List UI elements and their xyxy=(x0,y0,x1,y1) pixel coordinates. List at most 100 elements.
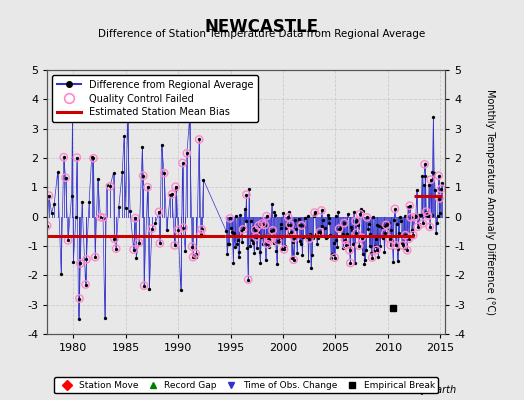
Point xyxy=(82,256,91,262)
Point xyxy=(174,227,182,233)
Point xyxy=(45,192,53,199)
Point xyxy=(73,154,81,161)
Point xyxy=(226,215,234,222)
Point xyxy=(399,242,407,248)
Point xyxy=(356,211,364,217)
Point xyxy=(419,220,427,227)
Point xyxy=(315,229,324,235)
Point xyxy=(252,234,260,240)
Point xyxy=(170,242,179,249)
Point xyxy=(148,226,156,232)
Point xyxy=(140,282,148,289)
Point xyxy=(425,224,434,230)
Text: Difference of Station Temperature Data from Regional Average: Difference of Station Temperature Data f… xyxy=(99,29,425,39)
Point xyxy=(96,214,105,220)
Point xyxy=(427,176,435,183)
Point xyxy=(422,208,431,215)
Point xyxy=(171,184,180,190)
Point xyxy=(305,236,313,242)
Point xyxy=(290,235,299,241)
Point xyxy=(155,209,163,215)
Point xyxy=(131,215,139,221)
Point xyxy=(99,214,107,221)
Point xyxy=(112,246,121,252)
Point xyxy=(263,213,271,220)
Point xyxy=(160,170,168,176)
Point xyxy=(110,236,118,242)
Point xyxy=(75,295,84,302)
Point xyxy=(268,227,277,234)
Point xyxy=(60,154,68,160)
Text: Berkeley Earth: Berkeley Earth xyxy=(384,385,456,395)
Point xyxy=(368,254,376,261)
Point xyxy=(434,172,443,179)
Legend: Station Move, Record Gap, Time of Obs. Change, Empirical Break: Station Move, Record Gap, Time of Obs. C… xyxy=(54,377,438,394)
Point xyxy=(264,236,272,242)
Point xyxy=(43,222,51,229)
Point xyxy=(363,214,371,220)
Point xyxy=(168,191,176,198)
Point xyxy=(352,230,361,236)
Point xyxy=(391,242,400,248)
Point xyxy=(284,214,292,220)
Point xyxy=(258,220,266,227)
Point xyxy=(251,227,259,233)
Point xyxy=(263,241,271,247)
Point xyxy=(191,250,200,257)
Point xyxy=(195,136,203,143)
Point xyxy=(386,242,395,248)
Point xyxy=(382,222,390,228)
Point xyxy=(335,226,343,232)
Point xyxy=(357,234,366,241)
Point xyxy=(437,186,445,192)
Point xyxy=(411,214,419,220)
Point xyxy=(286,222,294,228)
Point xyxy=(61,174,70,181)
Point xyxy=(413,224,422,230)
Point xyxy=(156,240,164,246)
Point xyxy=(373,247,381,253)
Point xyxy=(266,237,274,243)
Point xyxy=(178,160,187,166)
Point xyxy=(106,183,114,190)
Point xyxy=(341,237,350,243)
Point xyxy=(355,242,363,249)
Point xyxy=(64,237,72,244)
Point xyxy=(405,236,413,242)
Point xyxy=(409,232,418,238)
Point xyxy=(242,192,250,198)
Point xyxy=(255,222,263,229)
Point xyxy=(386,236,394,242)
Point xyxy=(424,212,432,219)
Point xyxy=(352,218,360,224)
Point xyxy=(401,232,410,238)
Point xyxy=(260,222,269,228)
Y-axis label: Monthly Temperature Anomaly Difference (°C): Monthly Temperature Anomaly Difference (… xyxy=(485,89,495,315)
Point xyxy=(381,230,389,236)
Point xyxy=(420,161,429,168)
Point xyxy=(318,207,326,214)
Point xyxy=(287,229,295,235)
Point xyxy=(76,260,84,267)
Point xyxy=(196,231,205,237)
Point xyxy=(403,247,411,254)
Point xyxy=(345,247,354,254)
Point xyxy=(139,172,147,179)
Point xyxy=(342,242,350,248)
Point xyxy=(310,209,319,216)
Point xyxy=(198,226,206,233)
Point xyxy=(435,195,444,202)
Point xyxy=(183,150,191,156)
Point xyxy=(68,111,77,117)
Point xyxy=(406,202,414,209)
Point xyxy=(129,246,138,253)
Point xyxy=(391,206,399,212)
Point xyxy=(331,254,339,261)
Point xyxy=(239,226,247,233)
Point xyxy=(188,243,196,250)
Point xyxy=(185,116,194,122)
Point xyxy=(280,246,288,253)
Point xyxy=(340,220,348,226)
Point xyxy=(297,222,305,229)
Point xyxy=(244,276,253,283)
